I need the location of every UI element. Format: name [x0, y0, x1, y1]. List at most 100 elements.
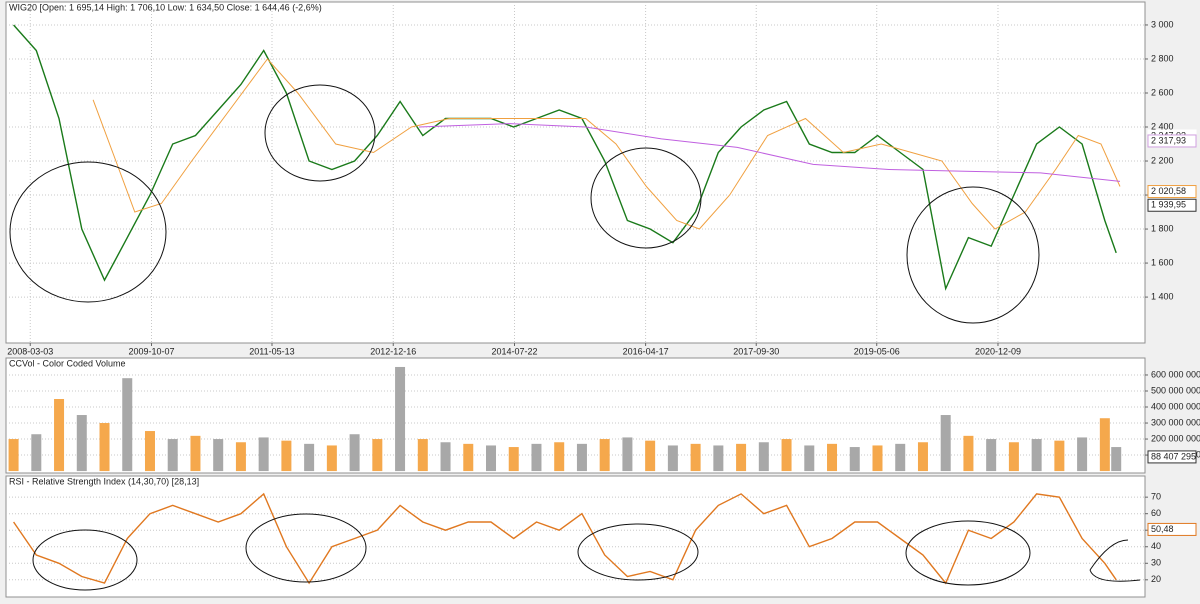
volume-bar: [622, 437, 633, 472]
volume-bar: [645, 440, 656, 472]
volume-bar: [122, 378, 133, 472]
volume-bar: [963, 435, 974, 472]
value-marker: [1147, 198, 1197, 212]
panel-title: RSI - Relative Strength Index (14,30,70)…: [9, 476, 199, 486]
volume-bar: [1054, 440, 1065, 472]
volume-bar: [827, 443, 838, 472]
volume-bar: [144, 431, 155, 472]
x-tick-label: 2011-05-13: [249, 346, 294, 356]
hand-drawn-circles: [9, 84, 1141, 591]
x-tick-label: 2014-07-22: [491, 346, 537, 356]
volume-bar: [31, 434, 42, 472]
volume-bar: [372, 439, 383, 472]
y-tick-label: 3 000: [1151, 19, 1174, 29]
volume-bar: [99, 423, 110, 472]
y-tick-label: 40: [1151, 541, 1161, 551]
y-tick-label: 2 600: [1151, 87, 1174, 97]
y-tick-label: 600 000 000: [1151, 369, 1200, 379]
y-tick-label: 20: [1151, 574, 1161, 584]
y-tick-label: 60: [1151, 508, 1161, 518]
value-marker-label: 50,48: [1151, 524, 1174, 534]
volume-bar: [576, 443, 587, 472]
volume-bar: [1099, 418, 1110, 472]
volume-bar: [486, 445, 497, 472]
volume-bar: [713, 445, 724, 472]
circle: [906, 186, 1040, 324]
volume-bar: [1111, 447, 1122, 472]
volume-bar: [54, 399, 65, 472]
y-tick-label: 30: [1151, 558, 1161, 568]
volume-bar: [349, 434, 360, 472]
y-tick-label: 1 400: [1151, 291, 1174, 301]
value-marker-label: 2 317,93: [1151, 135, 1186, 145]
volume-bar: [76, 415, 87, 472]
volume-bar: [849, 447, 860, 472]
volume-bar: [554, 442, 565, 472]
x-tick-label: 2019-05-06: [854, 346, 900, 356]
value-marker-label: 88 407 295: [1151, 451, 1196, 461]
volume-bar: [395, 366, 406, 472]
value-marker: [1147, 134, 1197, 148]
circle: [264, 84, 376, 182]
circle: [245, 513, 367, 583]
volume-bar: [599, 439, 610, 472]
x-tick-label: 2016-04-17: [623, 346, 669, 356]
volume-bar: [326, 445, 337, 472]
price-panel: [5, 1, 1146, 344]
value-marker: [1147, 450, 1197, 464]
volume-bar: [758, 442, 769, 472]
circle: [590, 147, 702, 249]
circle: [9, 161, 167, 303]
volume-bar: [167, 439, 178, 472]
y-tick-label: 300 000 000: [1151, 417, 1200, 427]
x-tick-label: 2020-12-09: [975, 346, 1021, 356]
panel-title: CCVol - Color Coded Volume: [9, 358, 126, 368]
series-line: [418, 123, 1121, 182]
volume-bar: [1008, 442, 1019, 472]
value-marker-label: 1 939,95: [1151, 200, 1186, 210]
series-line: [13, 492, 1117, 585]
value-marker-label: 2 020,58: [1151, 186, 1186, 196]
volume-bar: [417, 439, 428, 472]
volume-bar: [895, 443, 906, 472]
y-tick-label: 500 000 000: [1151, 385, 1200, 395]
panel-title: WIG20 [Open: 1 695,14 High: 1 706,10 Low…: [9, 2, 322, 12]
volume-bar: [986, 439, 997, 472]
volume-bar: [940, 415, 951, 472]
y-tick-label: 70: [1151, 492, 1161, 502]
series-line: [92, 58, 1121, 230]
value-marker: [1147, 185, 1197, 199]
volume-bar: [804, 445, 815, 472]
volume-bar: [440, 442, 451, 472]
y-tick-label: 2 800: [1151, 53, 1174, 63]
volume-bar: [1077, 437, 1088, 472]
volume-bar: [190, 435, 201, 472]
circle: [32, 529, 138, 591]
rsi-panel: [5, 475, 1146, 598]
circle: [577, 523, 699, 581]
volume-bar: [690, 443, 701, 472]
volume-bar: [304, 443, 315, 472]
volume-bar: [213, 439, 224, 472]
y-tick-label: 400 000 000: [1151, 401, 1200, 411]
y-tick-label: 1 800: [1151, 223, 1174, 233]
volume-bar: [281, 440, 292, 472]
volume-bar: [463, 443, 474, 472]
volume-bar: [917, 442, 928, 472]
circle: [905, 520, 1031, 586]
x-tick-label: 2012-12-16: [370, 346, 416, 356]
volume-bar: [235, 442, 246, 472]
circle: [1089, 539, 1141, 582]
value-marker: [1147, 522, 1197, 536]
y-tick-label: 2 400: [1151, 121, 1174, 131]
volume-bar: [508, 447, 519, 472]
x-tick-label: 2009-10-07: [128, 346, 174, 356]
volume-bar: [1031, 439, 1042, 472]
volume-bar: [781, 439, 792, 472]
volume-bar: [258, 437, 269, 472]
x-tick-label: 2008-03-03: [7, 346, 53, 356]
volume-bar: [736, 443, 747, 472]
volume-bar: [8, 439, 19, 472]
